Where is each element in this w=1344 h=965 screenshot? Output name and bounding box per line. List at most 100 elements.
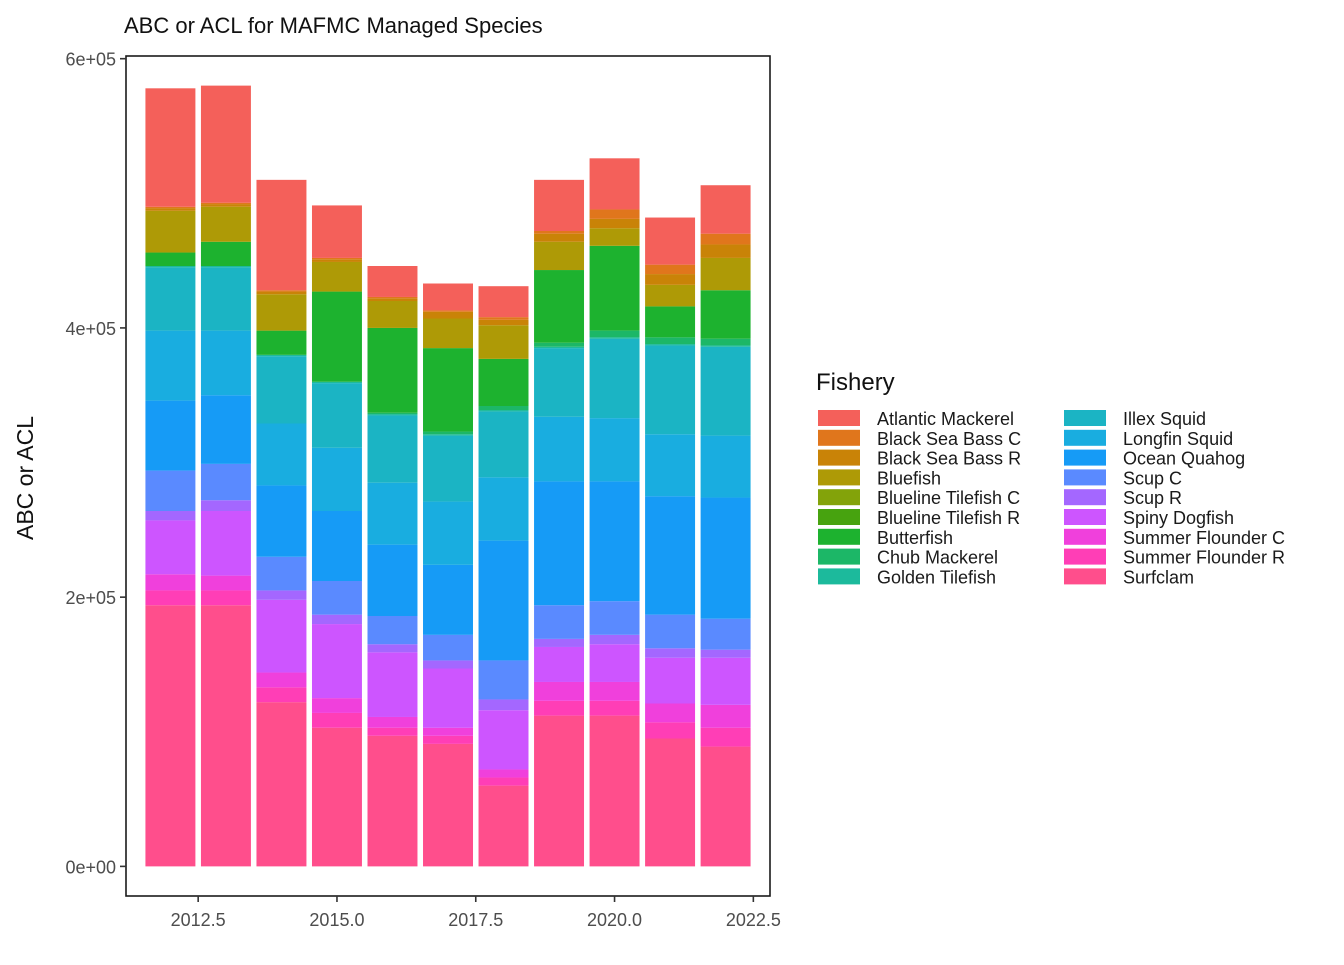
bar-segment-chub-mackerel-2017 [423, 431, 473, 435]
bar-segment-chub-mackerel-2021 [645, 337, 696, 345]
bar-segment-butterfish-2014 [256, 330, 307, 355]
bar-segment-chub-mackerel-2019 [534, 342, 585, 347]
bar-segment-surfclam-2021 [645, 738, 696, 867]
bar-segment-ocean-quahog-2013 [200, 395, 251, 464]
bar-segment-longfin-squid-2015 [311, 447, 362, 511]
bar-segment-black-sea-bass-c-2016 [367, 296, 418, 299]
bar-segment-golden-tilefish-2017 [423, 434, 473, 436]
bar-segment-spiny-dogfish-2021 [645, 657, 696, 704]
bar-segment-longfin-squid-2014 [256, 423, 307, 486]
legend-swatch [818, 429, 860, 446]
bar-segment-chub-mackerel-2020 [589, 330, 640, 338]
bar-segment-atlantic-mackerel-2013 [200, 85, 251, 203]
legend-swatch [818, 469, 860, 486]
bar-segment-longfin-squid-2017 [423, 501, 473, 565]
bar-segment-bluefish-2018 [478, 325, 529, 359]
bar-segment-black-sea-bass-c-2021 [645, 264, 696, 275]
bar-segment-surfclam-2012 [145, 605, 196, 867]
bar-segment-longfin-squid-2022 [700, 435, 751, 498]
bar-segment-ocean-quahog-2016 [367, 544, 418, 616]
bar-segment-illex-squid-2012 [145, 267, 196, 331]
bar-segment-butterfish-2017 [423, 348, 473, 432]
bar-segment-spiny-dogfish-2020 [589, 644, 640, 682]
bar-segment-scup-r-2021 [645, 648, 696, 658]
legend-swatch [1064, 410, 1106, 426]
bar-segment-bluefish-2021 [645, 284, 696, 307]
legend-label: Surfclam [1123, 567, 1194, 587]
bar-segment-scup-c-2013 [200, 463, 251, 501]
bar-segment-black-sea-bass-r-2020 [589, 218, 640, 229]
bar-segment-summer-flounder-c-2019 [534, 681, 585, 701]
y-tick-label: 0e+00 [65, 857, 116, 877]
bar-segment-illex-squid-2020 [589, 338, 640, 419]
bar-segment-black-sea-bass-c-2015 [311, 257, 362, 260]
legend-item-scup-r: Scup R [1064, 488, 1182, 508]
legend-label: Black Sea Bass C [877, 429, 1021, 449]
bar-segment-spiny-dogfish-2016 [367, 652, 418, 717]
bar-segment-atlantic-mackerel-2015 [311, 205, 362, 258]
bar-segment-surfclam-2020 [589, 715, 640, 867]
legend-item-bluefish: Bluefish [818, 468, 941, 488]
legend-item-summer-flounder-c: Summer Flounder C [1064, 528, 1285, 548]
legend-swatch [1064, 509, 1106, 525]
bar-segment-summer-flounder-r-2022 [700, 727, 751, 747]
bar-segment-scup-c-2022 [700, 618, 751, 650]
bar-segment-golden-tilefish-2019 [534, 346, 585, 349]
bar-segment-black-sea-bass-c-2020 [589, 209, 640, 219]
bar-segment-butterfish-2013 [200, 241, 251, 266]
legend-item-atlantic-mackerel: Atlantic Mackerel [818, 409, 1014, 429]
bar-segment-black-sea-bass-c-2017 [423, 310, 473, 312]
bar-segment-scup-r-2014 [256, 590, 307, 600]
legend-item-summer-flounder-r: Summer Flounder R [1064, 548, 1285, 568]
bar-segment-bluefish-2020 [589, 228, 640, 246]
bar-segment-summer-flounder-r-2020 [589, 700, 640, 716]
bar-segment-black-sea-bass-c-2019 [534, 231, 585, 234]
bar-segment-bluefish-2016 [367, 301, 418, 328]
bar-segment-illex-squid-2021 [645, 345, 696, 435]
bar-segment-scup-r-2022 [700, 649, 751, 658]
bar-segment-butterfish-2022 [700, 290, 751, 339]
bar-segment-black-sea-bass-c-2014 [256, 290, 307, 292]
bar-segment-summer-flounder-c-2017 [423, 727, 473, 736]
legend-item-golden-tilefish: Golden Tilefish [818, 567, 996, 587]
bar-segment-black-sea-bass-r-2015 [311, 259, 362, 262]
bar-segment-butterfish-2021 [645, 306, 696, 338]
legend-label: Scup R [1123, 488, 1182, 508]
bar-segment-summer-flounder-r-2019 [534, 700, 585, 716]
legend-label: Golden Tilefish [877, 567, 996, 587]
x-tick-label: 2017.5 [448, 910, 503, 930]
bar-segment-scup-c-2015 [311, 581, 362, 615]
legend-label: Butterfish [877, 528, 953, 548]
bar-segment-illex-squid-2022 [700, 346, 751, 436]
legend-swatch [1064, 568, 1106, 585]
bar-segment-bluefish-2014 [256, 294, 307, 331]
legend-label: Atlantic Mackerel [877, 409, 1014, 429]
bar-segment-longfin-squid-2020 [589, 418, 640, 482]
legend-swatch [1064, 528, 1106, 545]
bar-segment-black-sea-bass-r-2013 [200, 204, 251, 207]
x-tick-label: 2015.0 [309, 910, 364, 930]
bar-segment-scup-c-2012 [145, 470, 196, 511]
bar-segment-golden-tilefish-2020 [589, 337, 640, 339]
bar-segment-illex-squid-2019 [534, 348, 585, 417]
bar-segment-summer-flounder-r-2012 [145, 590, 196, 606]
bar-segment-illex-squid-2016 [367, 415, 418, 483]
bar-segment-scup-c-2014 [256, 556, 307, 591]
bar-segment-bluefish-2017 [423, 318, 473, 349]
bar-segment-bluefish-2013 [200, 206, 251, 242]
bar-segment-scup-r-2019 [534, 638, 585, 647]
bar-segment-butterfish-2019 [534, 270, 585, 343]
y-axis-label: ABC or ACL [12, 416, 38, 540]
legend-item-longfin-squid: Longfin Squid [1064, 429, 1233, 449]
bar-segment-summer-flounder-r-2021 [645, 722, 696, 739]
bar-segment-ocean-quahog-2020 [589, 481, 640, 602]
bar-segment-summer-flounder-c-2022 [700, 704, 751, 728]
bar-segment-surfclam-2013 [200, 605, 251, 867]
bar-segment-golden-tilefish-2018 [478, 410, 529, 412]
legend-item-illex-squid: Illex Squid [1064, 409, 1206, 429]
bar-segment-surfclam-2018 [478, 785, 529, 867]
bar-segment-scup-c-2017 [423, 634, 473, 661]
legend-title: Fishery [816, 369, 895, 396]
bar-segment-summer-flounder-c-2018 [478, 769, 529, 778]
